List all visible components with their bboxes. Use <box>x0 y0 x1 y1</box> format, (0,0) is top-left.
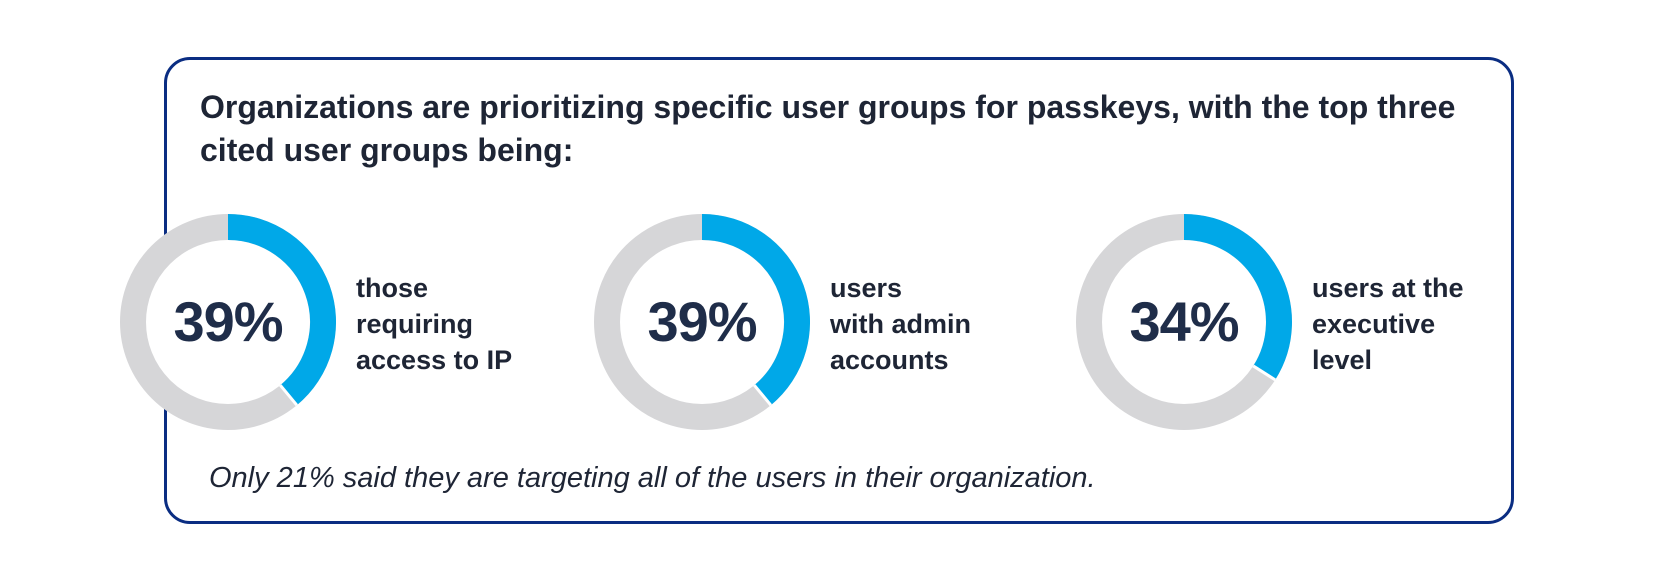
donut-chart <box>1076 214 1292 430</box>
stat-percentage: 39% <box>647 290 757 353</box>
donut-value-arc <box>701 214 810 406</box>
donut-value-arc <box>227 214 336 406</box>
stat-percentage: 34% <box>1129 290 1239 353</box>
donut-value-arc <box>1183 214 1292 380</box>
donut-separator <box>753 384 772 407</box>
donut-chart <box>594 214 810 430</box>
donut-chart <box>120 214 336 430</box>
headline: Organizations are prioritizing specific … <box>200 89 1456 168</box>
donut-separator <box>279 384 298 407</box>
stat-percentage: 39% <box>173 290 283 353</box>
stat-label: those requiring access to IP <box>356 273 513 375</box>
stat-label: users with admin accounts <box>830 273 971 375</box>
footnote: Only 21% said they are targeting all of … <box>209 462 1096 494</box>
donut-separator <box>1252 364 1276 382</box>
stat-label: users at the executive level <box>1312 273 1464 375</box>
card-frame <box>164 57 1514 524</box>
